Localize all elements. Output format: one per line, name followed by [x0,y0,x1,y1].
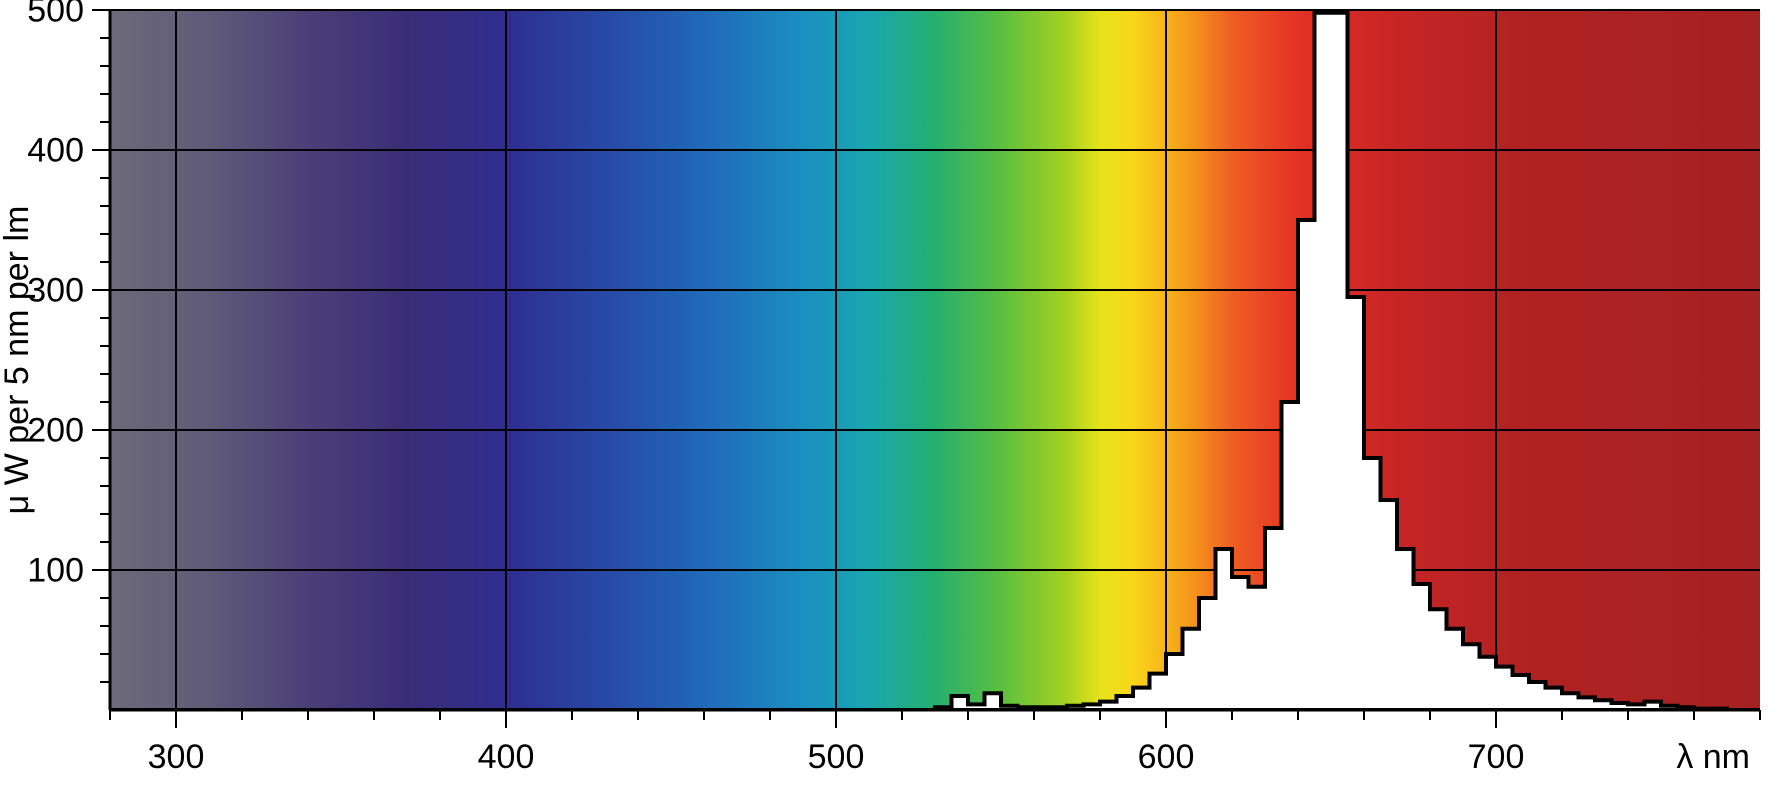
x-tick-label: 600 [1138,738,1195,776]
x-axis: 300 400 500 600 700 λ nm [110,710,1760,776]
x-tick-label: 700 [1468,738,1525,776]
y-tick-label: 100 [27,551,84,589]
x-tick-label: 500 [808,738,865,776]
y-axis-label: μ W per 5 nm per lm [0,206,36,515]
spectrum-background [110,10,1760,710]
y-tick-label: 500 [27,0,84,29]
x-tick-label: 300 [148,738,205,776]
y-axis: 100200300400500μ W per 5 nm per lm [0,0,110,682]
x-axis-label: λ nm [1676,738,1750,776]
spectral-power-chart: 300400500600700λ nm100200300400500μ W pe… [0,0,1772,787]
y-tick-label: 400 [27,131,84,169]
x-tick-label: 400 [478,738,535,776]
chart-svg: 300400500600700λ nm100200300400500μ W pe… [0,0,1772,787]
